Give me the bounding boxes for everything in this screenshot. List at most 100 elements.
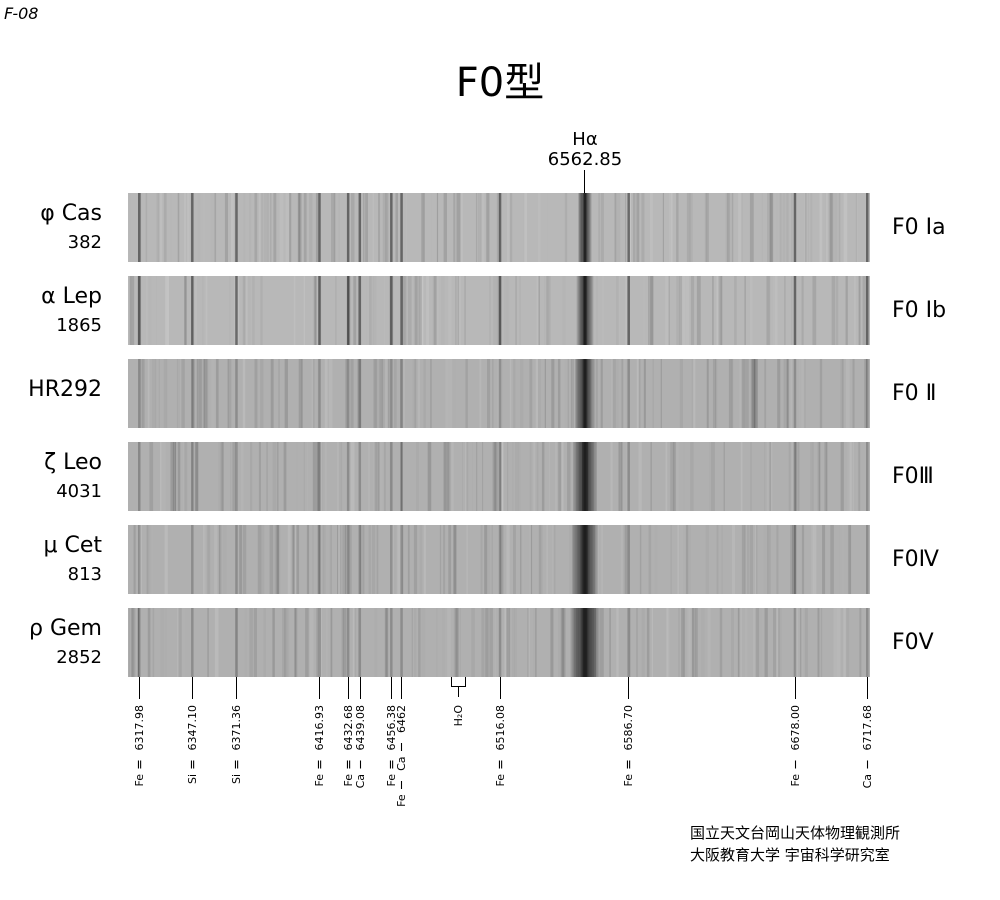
spectral-line: [342, 608, 347, 677]
spectral-line: [529, 193, 532, 262]
spectral-line: [244, 608, 247, 677]
spectral-line: [317, 359, 318, 428]
spectral-line: [167, 276, 169, 345]
spectral-line: [575, 359, 580, 428]
spectral-line: [601, 525, 604, 594]
spectral-line: [749, 193, 754, 262]
spectral-line: [261, 193, 263, 262]
spectral-line: [314, 442, 318, 511]
spectral-line: [618, 276, 620, 345]
spectral-line: [407, 525, 410, 594]
spectral-line: [439, 525, 442, 594]
spectral-line: [312, 359, 315, 428]
spectral-line: [690, 276, 695, 345]
spectral-line: [510, 276, 512, 345]
spectral-line: [161, 608, 165, 677]
spectral-line: [393, 359, 397, 428]
spectral-line: [260, 359, 264, 428]
spectral-line: [744, 608, 748, 677]
spectral-line: [242, 276, 244, 345]
halpha-line: [581, 276, 589, 345]
spectral-line: [455, 276, 457, 345]
spectral-line: [235, 276, 238, 345]
spectral-line: [541, 525, 543, 594]
continuum: [128, 193, 870, 262]
spectral-line: [801, 276, 804, 345]
spectral-line: [565, 193, 567, 262]
spectral-line: [614, 193, 617, 262]
spectral-line: [262, 525, 264, 594]
spectral-line: [330, 193, 335, 262]
spectral-line: [140, 193, 142, 262]
line-label: Fe Ⅱ 6416.93: [313, 705, 327, 787]
spectral-line: [550, 608, 554, 677]
spectral-line: [598, 193, 600, 262]
spectral-line: [531, 442, 536, 511]
spectral-line: [451, 442, 454, 511]
spectral-line: [379, 442, 383, 511]
continuum: [128, 276, 870, 345]
spectral-line: [304, 442, 305, 511]
spectral-line: [799, 608, 802, 677]
spectral-line: [636, 193, 640, 262]
line-label: H₂O: [451, 705, 465, 727]
h2o-bracket: [450, 677, 466, 687]
halpha-line: [581, 442, 588, 511]
spectral-line: [811, 525, 814, 594]
spectral-line: [688, 608, 691, 677]
spectral-line: [480, 525, 483, 594]
spectral-line: [866, 442, 869, 511]
spectral-line: [494, 442, 498, 511]
spectral-line: [838, 525, 840, 594]
spectral-line: [339, 525, 342, 594]
halpha-line: [577, 359, 593, 428]
spectral-class: F0Ⅲ: [892, 464, 934, 489]
spectral-line: [330, 608, 333, 677]
spectral-line: [705, 193, 709, 262]
page-title: F0型: [455, 60, 545, 106]
spectral-line: [728, 359, 733, 428]
spectral-line: [686, 193, 691, 262]
spectral-line: [840, 442, 844, 511]
spectral-line: [794, 608, 799, 677]
spectral-line: [849, 442, 853, 511]
spectral-line: [689, 193, 693, 262]
spectral-line: [191, 525, 194, 594]
spectral-line: [507, 193, 510, 262]
spectral-line: [706, 525, 709, 594]
spectral-line: [347, 276, 351, 345]
spectral-line: [276, 525, 281, 594]
spectral-line: [358, 276, 362, 345]
halpha-line: [575, 442, 594, 511]
spectral-line: [652, 359, 654, 428]
spectrum-strip: [128, 525, 870, 594]
spectral-line: [841, 525, 844, 594]
spectral-line: [538, 525, 543, 594]
spectral-line: [453, 525, 457, 594]
spectral-line: [752, 608, 757, 677]
spectral-line: [473, 608, 476, 677]
spectral-line: [137, 276, 142, 345]
spectral-line: [134, 359, 137, 428]
spectral-line: [627, 193, 630, 262]
spectral-line: [245, 276, 248, 345]
spectral-line: [776, 525, 779, 594]
spectral-line: [346, 359, 350, 428]
spectral-line: [230, 442, 231, 511]
spectral-line: [243, 193, 245, 262]
spectral-line: [339, 276, 341, 345]
line-label: Fe Ⅱ 6432.68: [341, 705, 355, 787]
spectral-line: [562, 608, 566, 677]
spectral-line: [780, 193, 782, 262]
spectral-line: [295, 608, 297, 677]
spectral-line: [309, 193, 313, 262]
spectral-line: [852, 442, 854, 511]
spectral-line: [244, 276, 247, 345]
spectral-line: [783, 359, 786, 428]
spectral-line: [665, 276, 670, 345]
spectral-line: [207, 608, 209, 677]
line-label: Si Ⅱ 6347.10: [186, 705, 200, 785]
spectral-line: [419, 525, 422, 594]
halpha-line: [580, 276, 590, 345]
spectral-line: [587, 276, 591, 345]
